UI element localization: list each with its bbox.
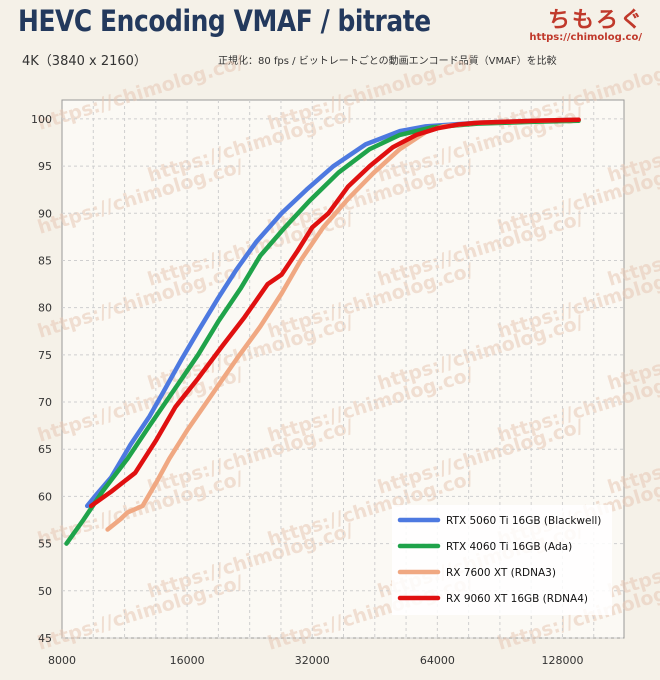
chart-note: 正規化：80 fps / ビットレートごとの動画エンコード品質（VMAF）を比較 <box>218 56 557 67</box>
legend: RTX 5060 Ti 16GB (Blackwell) RTX 4060 Ti … <box>397 515 601 605</box>
y-tick-label: 90 <box>38 207 52 220</box>
x-tick-label: 8000 <box>48 654 76 667</box>
chart-title: HEVC Encoding VMAF / bitrate <box>18 4 431 38</box>
y-tick-label: 50 <box>38 585 52 598</box>
legend-label: RTX 5060 Ti 16GB (Blackwell) <box>446 515 601 527</box>
series-layer <box>64 117 581 546</box>
brand-logo: ちもろぐ <box>547 8 644 33</box>
y-tick-label: 60 <box>38 490 52 503</box>
y-tick-label: 70 <box>38 396 52 409</box>
x-tick-label: 64000 <box>420 654 455 667</box>
x-axis-ticks: 8000 16000 32000 64000 128000 <box>48 654 583 667</box>
series-line-1 <box>64 118 581 546</box>
x-tick-label: 128000 <box>541 654 583 667</box>
series-line-0 <box>84 117 581 509</box>
legend-label: RTX 4060 Ti 16GB (Ada) <box>446 541 572 553</box>
legend-label: RX 9060 XT 16GB (RDNA4) <box>446 593 588 605</box>
chart-subtitle: 4K（3840 x 2160） <box>22 54 147 69</box>
y-tick-label: 45 <box>38 632 52 645</box>
y-tick-label: 75 <box>38 349 52 362</box>
y-tick-label: 85 <box>38 254 52 267</box>
y-tick-label: 80 <box>38 302 52 315</box>
y-tick-label: 95 <box>38 160 52 173</box>
y-tick-label: 55 <box>38 538 52 551</box>
legend-label: RX 7600 XT (RDNA3) <box>446 567 556 579</box>
y-tick-label: 100 <box>31 113 52 126</box>
x-tick-label: 16000 <box>170 654 205 667</box>
y-tick-label: 65 <box>38 443 52 456</box>
series-line-3 <box>88 117 581 509</box>
x-tick-label: 32000 <box>295 654 330 667</box>
brand-url: https://chimolog.co/ <box>529 32 642 43</box>
y-axis-ticks: 45 50 55 60 65 70 75 80 85 90 95 100 <box>31 113 52 645</box>
